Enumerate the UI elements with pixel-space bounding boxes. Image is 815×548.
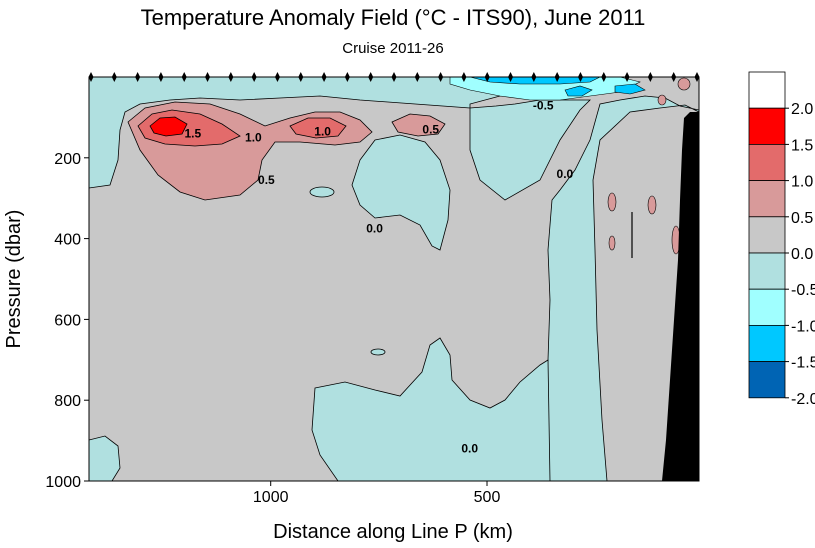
chart-title: Temperature Anomaly Field (°C - ITS90), … [141,5,646,30]
contour-label-7: 0.0 [366,222,383,236]
contour-label-8: 0.0 [461,442,478,456]
chart-subtitle: Cruise 2011-26 [342,40,443,57]
region-neg-1p0-c [614,83,646,95]
colorbar-swatch-3 [748,180,786,218]
x-tick-label-1: 500 [474,489,501,506]
station-marker-11 [344,72,350,82]
station-marker-4 [181,72,187,82]
station-marker-17 [484,72,490,82]
region-neg-deep [311,337,551,481]
station-marker-6 [228,72,234,82]
y-tick-label-2: 600 [54,312,81,329]
station-marker-20 [554,72,560,82]
region-pos-small-a [647,195,657,215]
region-pos-0p5-right [391,113,446,137]
region-neg-mid-plume [351,134,451,251]
colorbar-swatch-1 [748,107,786,145]
contour-label-4: 0.5 [258,173,275,187]
colorbar-label-7: -1.5 [791,355,815,372]
station-marker-18 [508,72,514,82]
colorbar-swatch-0 [748,71,786,109]
region-neg-1p0-b [564,85,593,97]
x-axis-label: Distance along Line P (km) [273,521,513,543]
station-marker-2 [135,72,141,82]
region-pos-1p5 [149,116,188,137]
colorbar-label-6: -1.0 [791,318,815,335]
y-axis-ticks: 200 400 600 800 1000 [45,151,89,491]
colorbar-label-5: -0.5 [791,282,815,299]
y-tick-label-0: 200 [54,151,81,168]
contour-label-3: 0.5 [422,123,439,137]
colorbar-label-0: 2.0 [791,101,813,118]
colorbar-swatch-7 [748,324,786,362]
station-marker-26 [694,72,700,82]
region-neg-1p0 [469,77,601,85]
station-marker-25 [671,72,677,82]
region-neg-deep-left [89,435,121,481]
colorbar-swatch-2 [748,143,786,181]
colorbar-swatch-5 [748,252,786,290]
contour-label-2: 1.0 [314,125,331,139]
station-marker-3 [158,72,164,82]
station-marker-15 [438,72,444,82]
region-pos-small-b [607,192,617,212]
station-marker-5 [205,72,211,82]
bathymetry [662,112,699,481]
station-marker-1 [111,72,117,82]
x-axis-ticks: 1000 500 [253,481,501,506]
station-marker-16 [461,72,467,82]
region-neg-small-2 [370,348,386,356]
colorbar-swatch-6 [748,288,786,326]
contour-label-1: 1.0 [245,131,262,145]
colorbar-swatch-4 [748,216,786,254]
station-marker-0 [88,72,94,82]
contour-label-5: -0.5 [533,98,554,112]
colorbar-label-1: 1.5 [791,137,813,154]
y-tick-label-4: 1000 [45,474,81,491]
plot-area [89,77,699,481]
station-marker-21 [577,72,583,82]
station-marker-9 [298,72,304,82]
y-tick-label-3: 800 [54,393,81,410]
station-marker-24 [647,72,653,82]
colorbar-swatch-8 [748,361,786,399]
colorbar-label-4: 0.0 [791,246,813,263]
station-markers [88,72,700,82]
colorbar-label-3: 0.5 [791,210,813,227]
region-pos-small-c [608,235,616,251]
y-tick-label-1: 400 [54,232,81,249]
region-pos-small-e [677,77,691,91]
station-marker-10 [321,72,327,82]
station-marker-7 [251,72,257,82]
contour-labels: 1.5 1.0 1.0 0.5 0.5 -0.5 0.0 0.0 0.0 [184,98,573,455]
station-marker-22 [601,72,607,82]
colorbar: 2.0 1.5 1.0 0.5 0.0 -0.5 -1.0 -1.5 -2.0 [748,71,815,408]
station-marker-8 [274,72,280,82]
x-tick-label-0: 1000 [253,489,289,506]
colorbar-label-8: -2.0 [791,391,815,408]
colorbar-label-2: 1.0 [791,174,813,191]
region-pos-1p0-mid [289,117,347,139]
contour-label-6: 0.0 [557,167,574,181]
station-marker-23 [624,72,630,82]
region-pos-small-f [657,94,667,106]
station-marker-19 [531,72,537,82]
station-marker-14 [414,72,420,82]
contour-label-0: 1.5 [184,127,201,141]
station-marker-13 [391,72,397,82]
station-marker-12 [368,72,374,82]
y-axis-label: Pressure (dbar) [3,210,25,349]
region-neg-small [309,186,335,198]
